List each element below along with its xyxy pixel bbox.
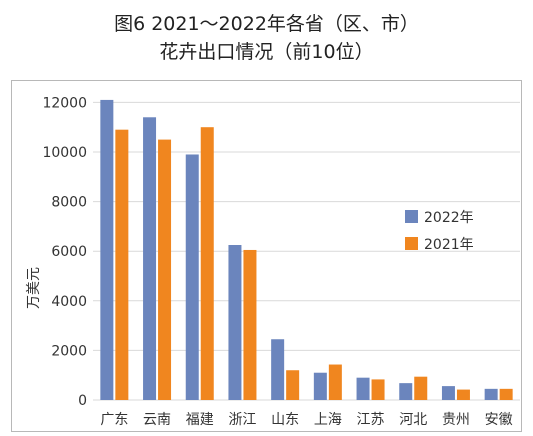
- y-axis-label: 万美元: [26, 267, 42, 309]
- bar-2021: [371, 379, 385, 400]
- chart-title-line2: 花卉出口情况（前10位）: [159, 41, 374, 63]
- legend-swatch: [405, 210, 418, 223]
- bar-2022: [228, 245, 242, 400]
- x-category-label: 福建: [186, 412, 214, 428]
- y-tick-label: 0: [78, 393, 87, 409]
- bar-2021: [414, 376, 428, 400]
- bar-2021: [499, 388, 513, 400]
- bar-2021: [328, 364, 342, 400]
- bar-2022: [313, 372, 327, 400]
- chart-title-line1: 图6 2021～2022年各省（区、市）: [114, 13, 419, 35]
- bar-2022: [441, 386, 455, 400]
- x-category-label: 河北: [399, 412, 427, 428]
- legend-swatch: [405, 237, 418, 250]
- bar-2022: [356, 377, 370, 400]
- bar-2022: [185, 154, 199, 400]
- y-axis-ticks: 0 2000 4000 6000 8000 10000 12000: [42, 95, 87, 409]
- legend-label: 2022年: [424, 210, 474, 226]
- y-tick-label: 8000: [51, 195, 87, 211]
- y-tick-label: 4000: [51, 294, 87, 310]
- bar-2022: [143, 117, 157, 400]
- x-category-label: 上海: [314, 412, 342, 428]
- y-tick-label: 10000: [42, 145, 87, 161]
- bar-2022: [100, 99, 114, 401]
- legend-label: 2021年: [424, 237, 474, 253]
- chart-area: [11, 80, 522, 432]
- y-tick-label: 2000: [51, 343, 87, 359]
- x-category-label: 广东: [100, 412, 128, 428]
- x-category-label: 云南: [143, 412, 171, 428]
- x-category-label: 江苏: [357, 412, 385, 428]
- bar-2022: [399, 383, 413, 400]
- y-tick-label: 12000: [42, 95, 87, 111]
- legend: 2022年 2021年: [405, 210, 474, 253]
- x-category-label: 浙江: [228, 412, 256, 428]
- x-category-label: 山东: [271, 412, 299, 428]
- bars: [100, 99, 513, 401]
- bar-2021: [456, 389, 470, 400]
- y-tick-label: 6000: [51, 244, 87, 260]
- bar-2021: [115, 129, 129, 400]
- x-category-label: 安徽: [485, 412, 513, 428]
- bar-2021: [286, 370, 300, 400]
- x-axis-categories: 广东 云南 福建 浙江 山东 上海 江苏 河北 贵州 安徽: [100, 412, 512, 428]
- bar-2021: [200, 127, 214, 400]
- bar-2022: [271, 339, 285, 400]
- bar-2022: [484, 388, 498, 400]
- x-category-label: 贵州: [442, 412, 470, 428]
- bar-2021: [243, 249, 257, 400]
- bar-2021: [158, 139, 172, 400]
